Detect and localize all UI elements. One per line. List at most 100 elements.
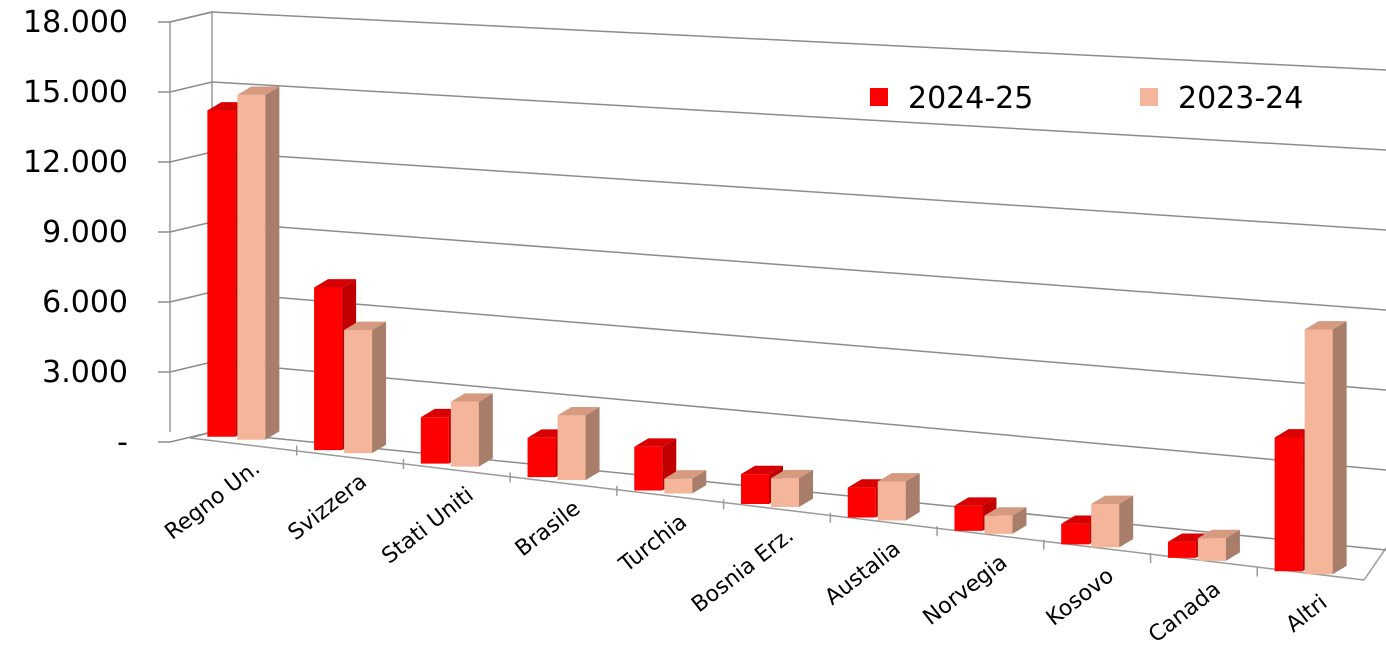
bar-front	[664, 478, 693, 494]
bar-2023-24-Turchia	[664, 470, 707, 494]
gridline-side	[169, 431, 213, 443]
x-tick-label: Stati Uniti	[377, 483, 478, 570]
gridline	[211, 221, 1386, 311]
y-tick-label: -	[117, 425, 128, 460]
bar-front	[954, 505, 983, 531]
bar-2023-24-Brasile	[557, 406, 600, 481]
bar-top	[1167, 533, 1210, 542]
x-tick-label: Svizzera	[284, 469, 372, 546]
gridline-side	[169, 151, 213, 163]
legend-item-2024-25: 2024-25	[870, 81, 1033, 116]
x-tick-label: Norvegia	[919, 550, 1012, 631]
bar-top	[344, 321, 387, 331]
y-tick-label: 3.000	[42, 355, 128, 390]
bar-front	[237, 94, 266, 440]
bar-front	[527, 437, 556, 478]
bar-front	[1091, 504, 1120, 548]
bar-side	[1119, 495, 1134, 548]
legend-label: 2023-24	[1178, 81, 1303, 116]
bar-front	[314, 287, 343, 451]
x-tick-label: Regno Un.	[160, 456, 265, 545]
bar-top	[634, 438, 677, 447]
bar-top	[314, 279, 357, 288]
bar-side	[478, 393, 493, 467]
y-tick-label: 12.000	[23, 145, 128, 180]
legend-label: 2024-25	[908, 81, 1033, 116]
x-tick-label: Bosnia Erz.	[687, 523, 799, 618]
bar-top	[450, 393, 493, 402]
bar-front	[420, 417, 449, 464]
x-tick-label: Altri	[1282, 590, 1333, 637]
bar-side	[692, 470, 707, 494]
gridline-side	[169, 361, 213, 373]
bar-2023-24-Stati Uniti	[450, 393, 493, 467]
legend-swatch	[1140, 88, 1158, 106]
gridline-side	[169, 291, 213, 303]
bar-side	[1225, 529, 1240, 561]
bar-top	[954, 497, 997, 506]
y-tick-label: 18.000	[23, 5, 128, 40]
bar-front	[847, 487, 876, 518]
bar-top	[237, 86, 280, 95]
x-tick-label: Turchia	[614, 510, 692, 578]
bar-front	[877, 481, 906, 521]
y-tick-label: 9.000	[42, 215, 128, 250]
gridline-side	[169, 221, 213, 233]
bar-side	[905, 473, 920, 521]
bar-2023-24-Bosnia Erz.	[771, 469, 813, 507]
bar-side	[585, 406, 600, 481]
bar-2023-24-Austalia	[877, 473, 920, 521]
bar-side	[372, 321, 387, 454]
bar-front	[1197, 538, 1226, 561]
bar-top	[664, 470, 707, 479]
bar-side	[1332, 321, 1347, 575]
bar-2023-24-Canada	[1197, 529, 1240, 561]
legend-item-2023-24: 2023-24	[1140, 81, 1303, 116]
gridline	[211, 11, 1386, 71]
bar-2024-25-Turchia	[634, 438, 677, 491]
gridline	[211, 291, 1386, 391]
bar-top	[771, 469, 813, 479]
bar-front	[450, 401, 479, 467]
gridline	[211, 361, 1386, 471]
y-tick-label: 6.000	[42, 285, 128, 320]
x-tick-label: Kosovo	[1042, 563, 1119, 631]
y-tick-label: 15.000	[23, 75, 128, 110]
legend-swatch	[870, 88, 888, 106]
bar-front	[1167, 541, 1196, 558]
bar-front	[634, 446, 663, 491]
bar-top	[877, 473, 920, 482]
bar-2023-24-Svizzera	[344, 321, 387, 454]
bar-front	[207, 110, 236, 437]
bar-front	[984, 515, 1013, 534]
bar-2023-24-Kosovo	[1091, 495, 1134, 548]
bar-top	[557, 406, 600, 416]
bar-2023-24-Altri	[1304, 321, 1347, 575]
gridline-side	[169, 81, 213, 93]
side-wall	[169, 11, 213, 439]
bar-front	[1304, 329, 1333, 575]
bar-front	[741, 474, 769, 504]
bar-front	[771, 478, 799, 507]
bar-side	[265, 86, 280, 440]
bar-top	[984, 507, 1027, 516]
bar-top	[1091, 495, 1134, 505]
x-tick-label: Brasile	[511, 496, 585, 562]
bar-side	[799, 469, 813, 507]
bar-top	[1197, 529, 1240, 539]
bar-front	[557, 415, 586, 481]
x-tick-label: Canada	[1144, 577, 1225, 648]
bar-2023-24-Regno Un.	[237, 86, 280, 440]
bar-2023-24-Norvegia	[984, 507, 1027, 534]
bar-side	[1012, 507, 1027, 534]
bar-front	[344, 330, 373, 454]
y-axis-ticks: 18.000 15.000 12.000 9.000 6.000 3.000 -	[23, 5, 170, 460]
gridline-side	[169, 11, 213, 23]
gridline	[211, 151, 1386, 231]
x-tick-label: Austalia	[820, 536, 905, 610]
bars	[207, 86, 1347, 575]
bar-front	[1274, 437, 1303, 572]
bar-top	[1304, 321, 1347, 330]
